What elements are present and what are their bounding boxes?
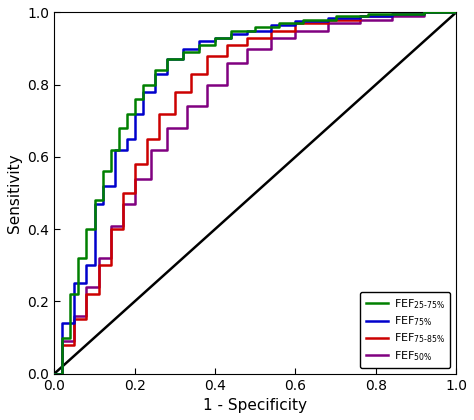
- Legend: FEF$_{25\text{-}75\%}$, FEF$_{75\%}$, FEF$_{75\text{-}85\%}$, FEF$_{50\%}$: FEF$_{25\text{-}75\%}$, FEF$_{75\%}$, FE…: [360, 292, 450, 368]
- Y-axis label: Sensitivity: Sensitivity: [7, 153, 22, 233]
- X-axis label: 1 - Specificity: 1 - Specificity: [203, 398, 307, 413]
